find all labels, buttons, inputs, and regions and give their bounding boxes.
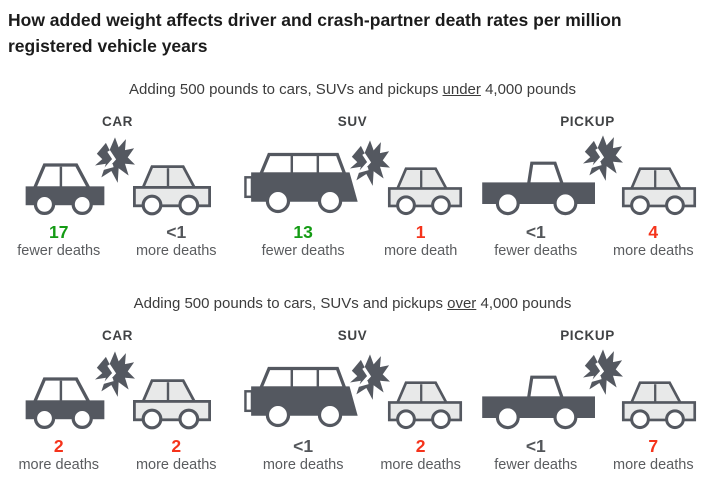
pair-suv-under: SUV 13 fewer deaths: [235, 114, 470, 259]
pair-label: SUV: [337, 327, 368, 343]
light-car-icon: [387, 166, 462, 215]
light-car-icon: [132, 378, 211, 430]
stat-caption: more deaths: [262, 457, 344, 473]
stat-value: 13: [293, 221, 313, 242]
partner-stat: 4 more deaths: [602, 221, 705, 259]
pair-graphic: [235, 352, 470, 434]
pair-graphic: [0, 351, 235, 434]
stat-caption: more deaths: [380, 457, 461, 473]
subtitle-suffix: 4,000 pounds: [480, 80, 576, 98]
pair-pickup-under: PICKUP <1 fewer deaths: [470, 114, 705, 259]
pair-label: CAR: [101, 113, 134, 129]
pair-label: PICKUP: [560, 327, 615, 343]
pair-stats: 17 fewer deaths <1 more deaths: [0, 221, 236, 259]
subtitle-prefix: Adding 500 pounds to cars, SUVs and pick…: [133, 294, 448, 312]
stat-caption: fewer deaths: [494, 457, 578, 473]
partner-stat: 2 more deaths: [371, 435, 470, 473]
stat-caption: more deaths: [135, 457, 217, 473]
pair-car-over: CAR 2 more deaths 2: [0, 328, 235, 473]
pair-label: PICKUP: [560, 113, 615, 129]
light-car-icon: [621, 166, 696, 215]
light-car-icon: [387, 381, 462, 429]
pair-graphic: [470, 349, 705, 434]
striker-stat: <1 fewer deaths: [470, 221, 602, 259]
striker-stat: <1 fewer deaths: [470, 435, 602, 473]
pair-stats: <1 more deaths 2 more deaths: [235, 435, 470, 473]
pair-label: SUV: [337, 113, 368, 129]
light-car-icon: [621, 381, 696, 429]
dark-suv-icon: [243, 152, 358, 213]
section-subtitle-under: Adding 500 pounds to cars, SUVs and pick…: [0, 81, 705, 98]
stat-caption: more deaths: [612, 457, 694, 473]
striker-stat: <1 more deaths: [235, 435, 371, 473]
pair-graphic: [0, 136, 235, 220]
pair-car-under: CAR 17 fewer deaths: [0, 114, 235, 259]
pair-graphic: [235, 138, 470, 220]
stat-value: 2: [53, 435, 64, 456]
subtitle-prefix: Adding 500 pounds to cars, SUVs and pick…: [129, 80, 443, 98]
striker-stat: 13 fewer deaths: [235, 221, 371, 259]
subtitle-emphasis: over: [447, 294, 477, 312]
stat-value: <1: [525, 435, 546, 456]
stat-value: 2: [171, 435, 182, 456]
partner-stat: 7 more deaths: [602, 435, 705, 473]
dark-suv-icon: [243, 366, 358, 427]
section-subtitle-over: Adding 500 pounds to cars, SUVs and pick…: [0, 295, 705, 312]
subtitle-suffix: 4,000 pounds: [476, 294, 572, 312]
striker-stat: 17 fewer deaths: [0, 221, 118, 259]
stat-value: 7: [648, 435, 659, 456]
subtitle-emphasis: under: [442, 80, 481, 98]
stat-caption: fewer deaths: [17, 242, 101, 259]
pair-pickup-over: PICKUP <1 fewer deaths: [470, 328, 705, 473]
stat-value: 17: [49, 221, 69, 242]
crash-icon: [349, 139, 390, 186]
stat-value: 4: [648, 221, 659, 242]
light-car-icon: [132, 164, 211, 215]
stat-value: <1: [166, 221, 187, 242]
stat-caption: more deaths: [612, 242, 694, 259]
stat-value: 2: [415, 435, 426, 456]
partner-stat: 1 more death: [371, 221, 470, 259]
crash-icon: [94, 136, 135, 183]
stat-caption: fewer deaths: [494, 242, 578, 259]
crash-icon: [582, 134, 623, 181]
page-title: How added weight affects driver and cras…: [8, 10, 622, 57]
stat-value: 1: [415, 221, 426, 242]
stat-caption: fewer deaths: [261, 242, 345, 259]
pair-label: CAR: [101, 327, 134, 343]
vehicle-row-over: CAR 2 more deaths 2: [0, 328, 705, 473]
partner-stat: <1 more deaths: [118, 221, 236, 259]
dark-pickup-icon: [481, 375, 595, 429]
pair-stats: 13 fewer deaths 1 more death: [235, 221, 470, 259]
crash-icon: [349, 354, 390, 400]
stat-caption: more death: [383, 242, 458, 259]
stat-caption: more deaths: [135, 242, 217, 259]
pair-stats: <1 fewer deaths 4 more deaths: [470, 221, 705, 259]
pair-suv-over: SUV <1 more deaths: [235, 328, 470, 473]
vehicle-row-under: CAR 17 fewer deaths: [0, 114, 705, 259]
crash-icon: [582, 349, 623, 395]
partner-stat: 2 more deaths: [118, 435, 236, 473]
dark-pickup-icon: [481, 161, 595, 215]
pair-graphic: [470, 134, 705, 220]
stat-caption: more deaths: [18, 457, 100, 473]
dark-car-icon: [25, 377, 104, 429]
pair-stats: <1 fewer deaths 7 more deaths: [470, 435, 705, 473]
stat-value: <1: [525, 221, 546, 242]
stat-value: <1: [293, 435, 314, 456]
crash-icon: [94, 351, 135, 397]
pair-stats: 2 more deaths 2 more deaths: [0, 435, 236, 473]
dark-car-icon: [25, 162, 104, 215]
striker-stat: 2 more deaths: [0, 435, 118, 473]
